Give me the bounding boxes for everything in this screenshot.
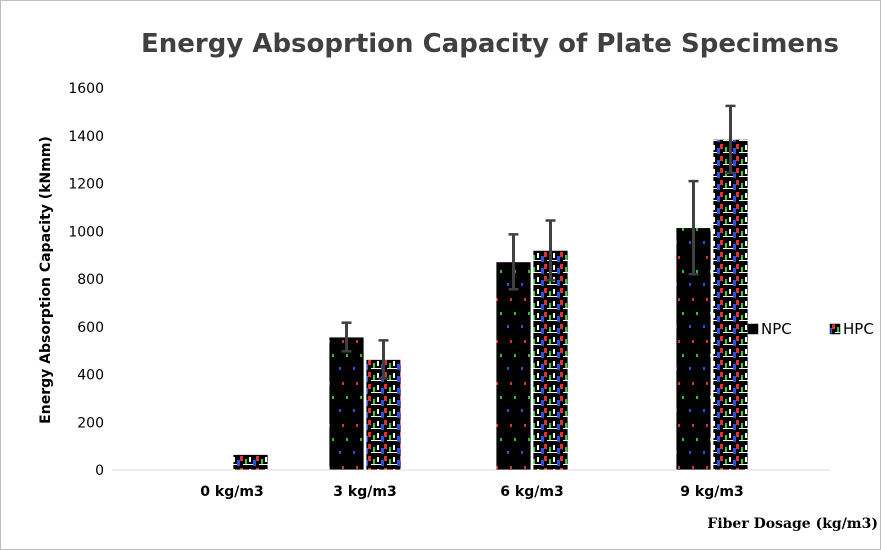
- y-axis-label: Energy Absorption Capacity (kNmm): [38, 136, 54, 424]
- y-tick-label: 1400: [68, 129, 104, 145]
- bars: [232, 104, 749, 471]
- y-tick-label: 600: [77, 320, 104, 336]
- bar-hpc: [712, 138, 749, 471]
- legend-label-hpc: HPC: [843, 320, 874, 338]
- y-tick-label: 0: [95, 463, 104, 479]
- y-tick-label: 800: [77, 272, 104, 288]
- y-axis-ticks: 0 200 400 600 800 1000 1200 1400 1600: [68, 81, 104, 479]
- legend: NPC HPC: [747, 320, 874, 338]
- legend-swatch-npc: [747, 323, 759, 335]
- y-tick-label: 200: [77, 415, 104, 431]
- bar-hpc: [365, 359, 402, 471]
- x-axis-categories: 0 kg/m3 3 kg/m3 6 kg/m3 9 kg/m3: [200, 484, 743, 500]
- y-tick-label: 400: [77, 368, 104, 384]
- x-category-label: 9 kg/m3: [680, 484, 743, 500]
- y-tick-label: 1000: [68, 224, 104, 240]
- x-category-label: 0 kg/m3: [200, 484, 263, 500]
- bar-npc: [328, 336, 365, 471]
- y-tick-label: 1200: [68, 177, 104, 193]
- bar-npc: [495, 261, 532, 471]
- x-category-label: 6 kg/m3: [500, 484, 563, 500]
- bar-hpc: [532, 249, 569, 471]
- bar-hpc: [232, 454, 269, 471]
- legend-swatch-hpc: [829, 323, 841, 335]
- legend-label-npc: NPC: [761, 320, 792, 338]
- y-tick-label: 1600: [68, 81, 104, 97]
- x-axis-label: Fiber Dosage (kg/m3): [707, 516, 878, 532]
- x-category-label: 3 kg/m3: [333, 484, 396, 500]
- chart-title: Energy Absoprtion Capacity of Plate Spec…: [141, 29, 839, 59]
